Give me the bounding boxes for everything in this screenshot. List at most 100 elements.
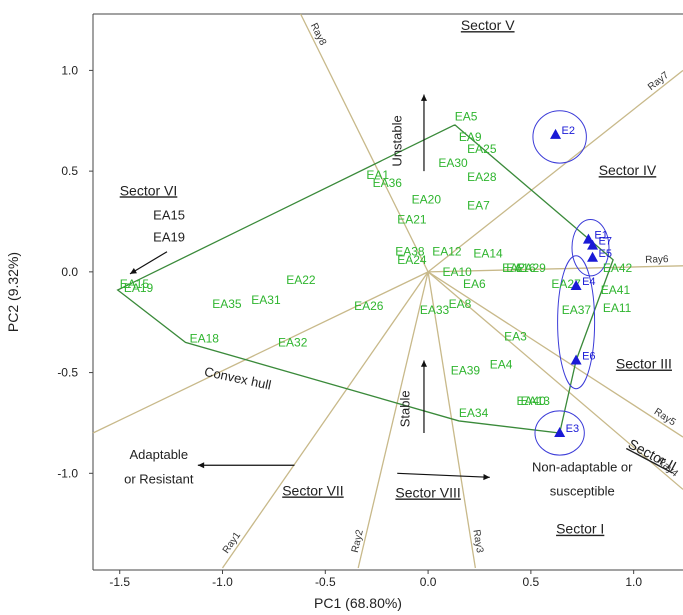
genotype-label: EA37 [562, 303, 592, 317]
genotype-label: EA39 [451, 364, 481, 378]
genotype-label: EA8 [449, 297, 472, 311]
annotation-text: or Resistant [124, 471, 194, 486]
environment-circles-layer [532, 110, 610, 456]
environment-marker: E5 [587, 248, 612, 262]
genotype-label: EA9 [459, 130, 482, 144]
ray-line [427, 69, 683, 273]
x-tick-label: -0.5 [315, 575, 336, 589]
genotype-label: EA38 [395, 245, 425, 259]
non-adaptable-arrow [397, 472, 490, 481]
adaptable-arrow [197, 462, 295, 469]
genotype-label: EA42 [603, 261, 633, 275]
annotation-text: Adaptable [130, 447, 189, 462]
environment-marker: E3 [554, 423, 579, 438]
genotype-label: EA4 [490, 358, 513, 372]
genotype-label: EA26 [354, 299, 384, 313]
genotype-label: EA10 [442, 265, 472, 279]
environment-marker: E2 [550, 125, 575, 139]
annotation-text: Convex hull [203, 364, 273, 393]
genotype-label: EA21 [397, 212, 427, 226]
x-tick-label: 0.5 [523, 575, 540, 589]
ray-line [357, 271, 429, 569]
genotype-label: EA5 [455, 110, 478, 124]
genotype-label: EA24 [397, 253, 427, 267]
convex-hull [116, 124, 614, 434]
x-tick-labels: -1.5 -1.0 -0.5 0.0 0.5 1.0 [109, 570, 642, 589]
genotype-label: EA14 [473, 247, 503, 261]
x-tick-label: -1.5 [109, 575, 130, 589]
y-tick-label: 1.0 [61, 63, 78, 77]
annotation-text: Unstable [389, 115, 404, 166]
environment-circle [534, 410, 585, 456]
genotype-label: EA40 [516, 394, 546, 408]
environment-circle [571, 218, 610, 277]
annotation-text: Non-adaptable or [532, 459, 633, 474]
genotype-pointer-arrow [129, 251, 168, 275]
ray-line [427, 271, 683, 438]
genotype-label: EA3 [504, 329, 527, 343]
sector-label: Sector VI [120, 182, 178, 198]
x-tick-label: -1.0 [212, 575, 233, 589]
y-tick-label: -0.5 [57, 366, 78, 380]
sector-label: Sector IV [599, 162, 657, 178]
ray-line [428, 265, 683, 273]
plot-frame [92, 13, 683, 571]
annotation-text: Stable [398, 390, 413, 427]
environment-marker: E7 [587, 236, 612, 250]
ray-label: Ray6 [645, 254, 669, 266]
genotype-label: EA22 [286, 273, 316, 287]
genotype-label: EA41 [601, 283, 631, 297]
environment-label: E4 [582, 276, 595, 288]
arrows-layer [129, 94, 490, 481]
genotype-label: EA30 [438, 156, 468, 170]
sector-label: Sector VII [282, 482, 343, 498]
genotype-label: EA25 [467, 142, 497, 156]
ray-line [300, 13, 429, 273]
genotype-label: EA18 [190, 331, 220, 345]
environment-label: E6 [582, 350, 595, 362]
genotype-label: EA6 [463, 277, 486, 291]
environment-label: E2 [562, 125, 575, 137]
x-tick-label: 1.0 [625, 575, 642, 589]
y-tick-labels: 1.0 0.5 0.0 -0.5 -1.0 [57, 63, 93, 480]
environment-label: E5 [599, 248, 612, 260]
sector-label: Sector I [556, 521, 604, 537]
ray-line [427, 271, 477, 569]
genotype-label: EA28 [467, 170, 497, 184]
ray-line [221, 271, 429, 569]
genotype-label: EA35 [212, 297, 242, 311]
environment-label: E3 [566, 423, 579, 435]
genotype-label: EA32 [278, 335, 308, 349]
environment-marker: E6 [570, 350, 596, 365]
y-tick-label: 0.0 [61, 265, 78, 279]
genotype-label: EA16 [506, 261, 536, 275]
ray-label: Ray3 [470, 529, 485, 554]
unstable-arrow [420, 94, 428, 172]
x-axis-title: PC1 (68.80%) [314, 595, 402, 611]
sector-label: Sector V [461, 17, 515, 33]
annotations-layer: Unstable Stable Convex hull Adaptable or Res… [124, 115, 633, 498]
y-tick-label: 0.5 [61, 164, 78, 178]
genotype-label: EA29 [516, 261, 546, 275]
genotype-label: EA7 [467, 198, 490, 212]
genotype-label: EA19 [124, 281, 154, 295]
annotation-text: EA15 [153, 207, 185, 222]
y-axis-title: PC2 (9.32%) [5, 252, 21, 332]
genotype-label: EA1 [366, 168, 389, 182]
sector-label: Sector II [626, 435, 680, 474]
environment-marker: E1 [582, 230, 608, 244]
genotype-label: EA20 [412, 192, 442, 206]
environment-label: E7 [599, 236, 612, 248]
convex-hull-layer [116, 124, 614, 434]
ray-line [427, 271, 683, 490]
annotation-text: EA19 [153, 230, 185, 245]
genotype-label: EA12 [432, 245, 462, 259]
environment-label: E1 [594, 230, 607, 242]
annotation-text: susceptible [550, 483, 615, 498]
ray-label: Ray2 [350, 528, 366, 554]
ray-line [92, 271, 429, 434]
genotype-label: EA33 [420, 303, 450, 317]
genotype-label: EA13 [521, 394, 551, 408]
